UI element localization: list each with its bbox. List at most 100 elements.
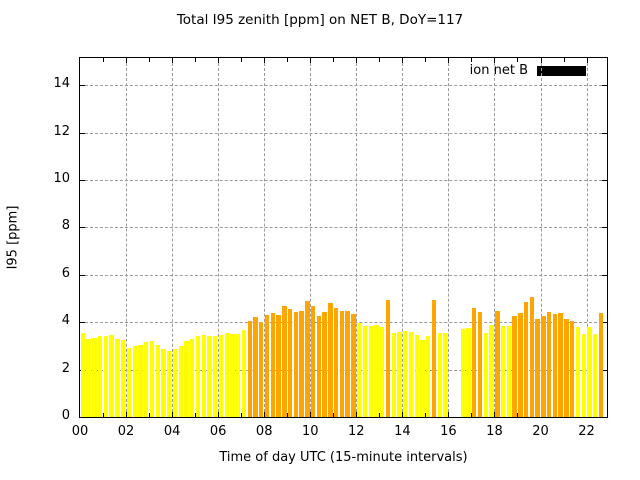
y-tick-label: 12 [53,123,70,139]
bar-11:30 [345,310,350,417]
y-tick-mark [602,274,607,276]
bar-18:30 [506,326,512,417]
x-tick-mark [563,413,565,417]
bar-09:30 [299,311,304,417]
x-tick-mark [425,413,427,417]
y-tick-label: 14 [53,76,70,92]
x-tick-mark [333,58,335,62]
x-tick-mark [379,58,381,62]
x-tick-label: 06 [209,424,227,439]
gridline-vertical [448,58,450,417]
bar-04:15 [178,345,183,417]
bar-05:45 [213,335,218,417]
bar-07:15 [247,320,252,417]
y-tick-mark [80,322,85,324]
bar-12:45 [374,325,379,417]
gridline-vertical [310,58,312,417]
bar-01:45 [120,339,126,417]
bar-11:15 [339,310,345,417]
bar-11:00 [333,308,339,417]
x-tick-mark [264,58,266,63]
bar-15:45 [443,333,448,417]
bar-17:30 [483,332,488,417]
x-tick-label: 00 [71,424,89,439]
bar-15:15 [431,299,437,417]
x-tick-mark [126,412,128,417]
bar-06:15 [224,332,229,417]
x-tick-label: 12 [348,424,365,439]
bar-00:30 [92,337,97,417]
x-tick-mark [172,58,174,63]
bar-08:00 [264,314,270,417]
gridline-horizontal [80,180,607,182]
x-tick-mark [356,58,358,63]
bar-21:45 [581,334,586,417]
gridline-vertical [586,58,588,417]
legend-label: ion net B [469,63,528,78]
bar-04:00 [172,348,178,417]
x-tick-mark [172,412,174,417]
x-tick-mark [471,58,473,62]
bar-03:30 [161,349,166,417]
x-tick-mark [379,413,381,417]
bar-07:30 [253,317,258,417]
x-tick-label: 16 [440,424,457,439]
x-tick-mark [471,413,473,417]
legend: ion net B [470,64,586,78]
y-tick-label: 0 [61,408,70,423]
bar-19:00 [518,312,523,417]
y-tick-mark [80,132,85,134]
bar-12:00 [357,323,362,417]
y-tick-label: 10 [53,171,70,187]
bar-12:15 [362,325,368,417]
x-tick-mark [218,412,220,417]
bar-13:00 [380,326,385,417]
x-axis-label: Time of day UTC (15-minute intervals) [219,450,468,465]
bar-22:15 [593,334,598,417]
bar-15:00 [426,336,431,417]
gridline-vertical [540,58,542,417]
y-tick-label: 4 [61,313,70,329]
plot-area: ion net B [79,57,608,418]
x-tick-mark [402,412,404,417]
bar-02:00 [126,347,132,417]
bar-08:15 [270,313,275,417]
y-tick-mark [602,85,607,87]
gridline-vertical [172,58,174,417]
bar-16:45 [466,328,471,417]
y-tick-mark [602,369,607,371]
bar-05:30 [207,335,212,417]
bar-13:30 [391,333,396,417]
chart-title: Total I95 zenith [ppm] on NET B, DoY=117 [176,12,464,28]
bar-22:30 [598,312,604,417]
bar-19:45 [535,318,540,417]
x-tick-mark [103,413,105,417]
bar-16:30 [460,328,465,417]
x-tick-label: 02 [117,424,135,439]
gridline-horizontal [80,227,607,229]
bar-13:15 [385,299,391,417]
x-tick-mark [517,413,519,417]
x-tick-mark [103,58,105,62]
bar-00:00 [80,332,86,417]
gridline-horizontal [80,132,607,134]
bar-20:30 [552,313,558,417]
y-tick-label: 2 [61,360,70,376]
bar-20:45 [558,312,563,417]
bar-14:45 [420,339,425,417]
bar-18:00 [495,310,500,417]
x-tick-mark [563,58,565,62]
x-tick-mark [540,58,542,63]
bar-19:15 [523,302,529,417]
bar-07:00 [241,330,247,417]
x-tick-mark [310,412,312,417]
bar-00:45 [97,336,103,417]
x-tick-mark [540,412,542,417]
bar-09:15 [293,311,299,417]
bar-11:45 [351,313,356,417]
gridline-vertical [126,58,128,417]
x-tick-mark [517,58,519,62]
x-tick-mark [586,412,588,417]
x-tick-mark [195,58,197,62]
bar-04:30 [184,340,189,417]
